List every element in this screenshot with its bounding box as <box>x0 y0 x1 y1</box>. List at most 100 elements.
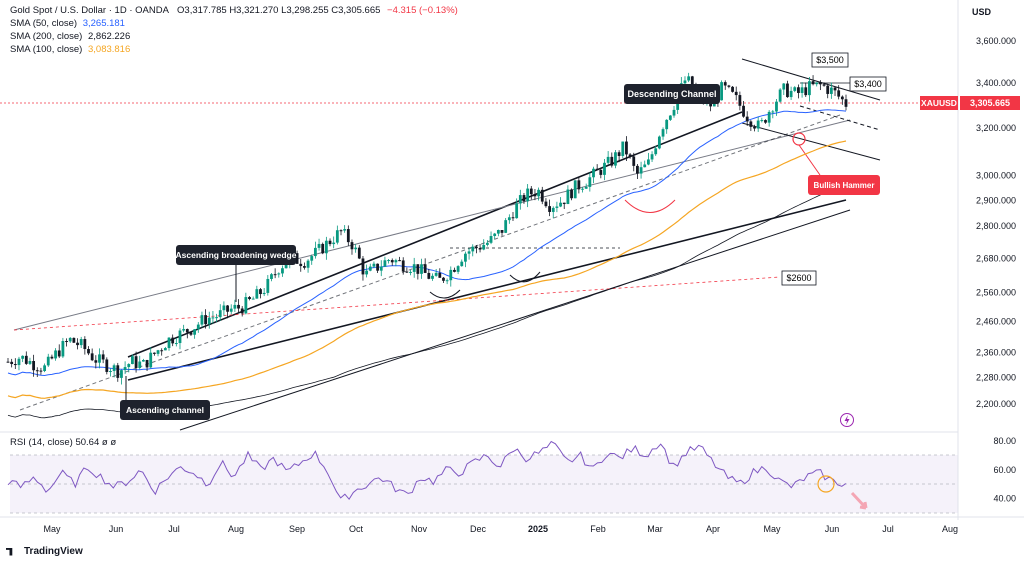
candle-body <box>314 248 317 256</box>
current-price-tag[interactable]: XAUUSD 3,305.665 <box>920 96 1020 110</box>
candle-body <box>332 243 335 244</box>
candle-body <box>687 76 690 80</box>
time-tick-label: May <box>43 524 61 534</box>
candle-body <box>105 359 108 371</box>
annotation-descending-channel[interactable]: Descending Channel <box>624 84 720 104</box>
candle-body <box>460 262 463 266</box>
candle-body <box>614 152 617 165</box>
rsi-axis[interactable]: 40.00 60.00 80.00 <box>993 436 1016 504</box>
price-tick-label: 3,200.000 <box>976 123 1016 133</box>
sma-50-label: SMA (50, close) <box>10 18 77 29</box>
candle-body <box>577 180 580 189</box>
price-label-2600[interactable]: $2600 <box>782 271 816 285</box>
currency-label[interactable]: USD <box>972 7 991 17</box>
candle-body <box>453 270 456 272</box>
candle-body <box>215 317 218 318</box>
candle-body <box>36 370 39 371</box>
candle-body <box>7 362 10 363</box>
sma-50-legend[interactable]: SMA (50, close) 3,265.181 <box>10 17 125 30</box>
candle-body <box>241 309 244 314</box>
candle-body <box>735 92 738 95</box>
symbol-legend[interactable]: Gold Spot / U.S. Dollar · 1D · OANDA O3,… <box>10 4 458 17</box>
time-tick-label: Sep <box>289 524 305 534</box>
candle-body <box>285 265 288 269</box>
candle-body <box>673 110 676 116</box>
candle-body <box>574 180 577 198</box>
annotation-ascending-channel-text: Ascending channel <box>126 405 204 415</box>
candle-body <box>530 189 533 195</box>
time-axis[interactable]: May Jun Jul Aug Sep Oct Nov Dec 2025 Feb Mar Apr May… <box>43 524 958 534</box>
support-2600-line <box>14 277 780 330</box>
candle-body <box>384 260 387 266</box>
price-label-3500[interactable]: $3,500 <box>812 53 848 67</box>
annotation-bullish-hammer-text: Bullish Hammer <box>814 181 875 190</box>
candle-body <box>662 129 665 136</box>
time-tick-label: Nov <box>411 524 428 534</box>
candle-body <box>435 273 438 276</box>
annotation-descending-channel-text: Descending Channel <box>627 89 716 99</box>
annotation-bullish-hammer[interactable]: Bullish Hammer <box>808 175 880 195</box>
candle-body <box>446 280 449 281</box>
rounding-bottom-curve-1 <box>430 290 460 298</box>
candle-body <box>731 87 734 92</box>
candle-body <box>603 163 606 175</box>
candle-body <box>325 241 328 254</box>
descending-channel-mid <box>800 106 880 130</box>
price-tick-label: 2,280.000 <box>976 373 1016 383</box>
candle-body <box>724 82 727 85</box>
candle-body <box>548 206 551 212</box>
price-tick-label: 3,000.000 <box>976 170 1016 180</box>
candle-body <box>138 362 141 368</box>
candle-body <box>179 331 182 343</box>
time-tick-label: Jul <box>168 524 180 534</box>
candle-body <box>790 91 793 97</box>
price-label-3400[interactable]: $3,400 <box>850 77 886 91</box>
tradingview-wordmark: TradingView <box>24 546 83 557</box>
candle-body <box>146 360 149 367</box>
candle-body <box>607 157 610 163</box>
candle-body <box>233 305 236 309</box>
candle-body <box>208 318 211 324</box>
candle-body <box>468 251 471 253</box>
sma-50-value: 3,265.181 <box>83 18 125 29</box>
candle-body <box>321 244 324 253</box>
candle-body <box>409 272 412 273</box>
candle-body <box>80 339 83 345</box>
candle-body <box>566 190 569 204</box>
candle-body <box>757 121 760 129</box>
candle-body <box>244 297 247 313</box>
candle-body <box>351 242 354 249</box>
rounding-bottom-curve-3 <box>625 200 675 213</box>
sma-200-legend[interactable]: SMA (200, close) 2,862.226 <box>10 30 130 43</box>
candle-body <box>526 189 529 202</box>
candle-body <box>629 154 632 156</box>
lightning-alert-icon[interactable] <box>841 414 854 427</box>
candle-body <box>164 348 167 350</box>
candle-body <box>512 217 515 218</box>
sma-100-legend[interactable]: SMA (100, close) 3,083.816 <box>10 43 130 56</box>
candle-body <box>819 82 822 84</box>
candle-body <box>834 88 837 91</box>
candle-body <box>212 317 215 318</box>
candle-body <box>274 274 277 275</box>
tradingview-logo[interactable]: TradingView <box>6 546 83 557</box>
candle-body <box>193 329 196 334</box>
time-tick-label: Oct <box>349 524 364 534</box>
candle-body <box>684 80 687 83</box>
candle-body <box>797 87 800 93</box>
candle-body <box>581 189 584 190</box>
candle-body <box>420 264 423 274</box>
price-axis[interactable]: 2,200.000 2,280.000 2,360.000 2,460.000 2,56… <box>976 36 1016 409</box>
annotation-ascending-channel[interactable]: Ascending channel <box>120 376 210 420</box>
candle-body <box>124 367 127 370</box>
candle-body <box>391 260 394 262</box>
candle-body <box>826 86 829 94</box>
candle-body <box>845 99 848 107</box>
ascending-channel-upper <box>14 120 850 330</box>
candle-body <box>760 120 763 121</box>
candle-body <box>10 362 13 364</box>
rsi-legend[interactable]: RSI (14, close) 50.64 ø ø <box>10 436 116 449</box>
price-tick-label: 2,460.000 <box>976 317 1016 327</box>
candle-body <box>98 354 101 362</box>
